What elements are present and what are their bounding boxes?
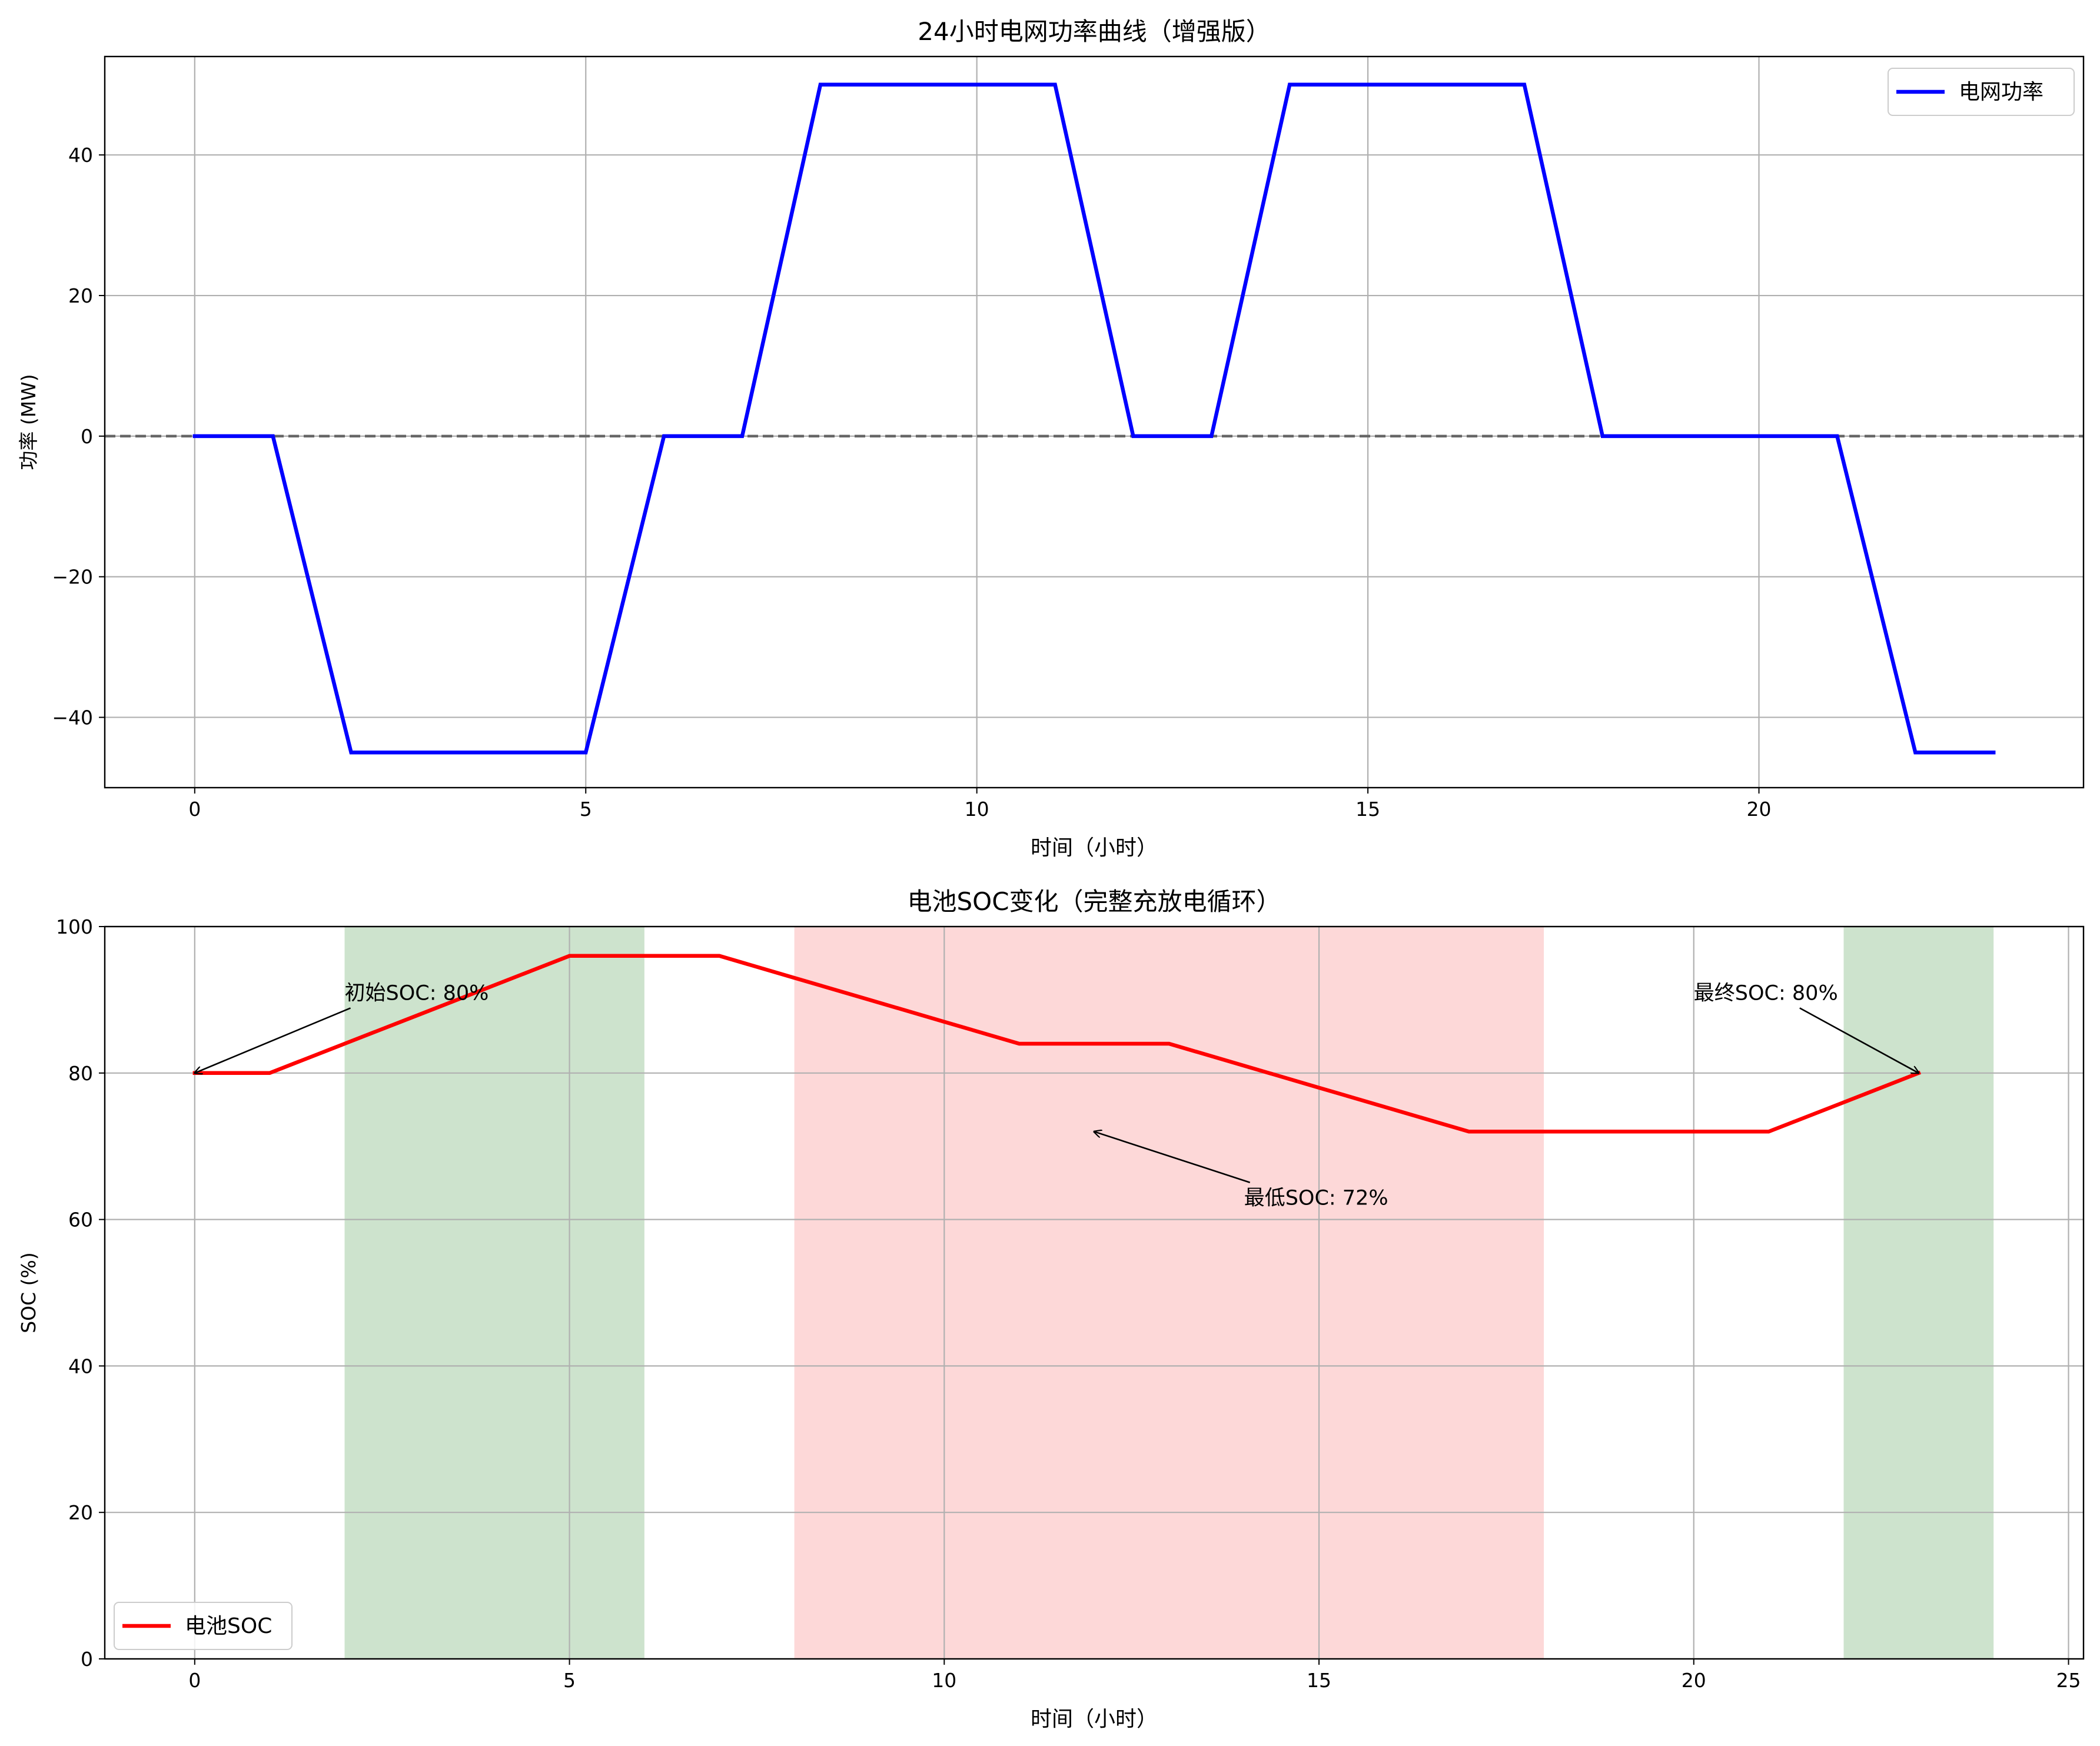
x-tick-label: 0 — [188, 1669, 201, 1692]
legend-label: 电网功率 — [1959, 80, 2043, 104]
legend-label: 电池SOC — [185, 1614, 272, 1638]
y-tick-label: 0 — [81, 425, 93, 448]
y-tick-label: 40 — [68, 1355, 93, 1377]
chart-title: 电池SOC变化（完整充放电循环） — [907, 887, 1281, 916]
x-axis-label: 时间（小时） — [1031, 836, 1158, 860]
legend-box — [114, 1602, 293, 1650]
soc-chart: 0 5 10 15 20 25 0 20 40 60 80 100 电池SOC变化（完整充放电循环） 时间… — [17, 887, 2085, 1731]
x-tick-label: 10 — [965, 798, 989, 821]
legend: 电池SOC — [114, 1602, 293, 1650]
shaded-region-1 — [794, 927, 1544, 1659]
y-tick-label: 60 — [68, 1209, 93, 1232]
y-tick-label: −20 — [52, 566, 93, 589]
annotation-arrow-1 — [1094, 1131, 1251, 1183]
series-line-0 — [192, 954, 1922, 1134]
y-tick-label: 0 — [81, 1648, 93, 1671]
legend: 电网功率 — [1888, 68, 2075, 116]
x-tick-label: 5 — [580, 798, 592, 821]
y-tick-label: −40 — [52, 706, 93, 729]
x-tick-label: 20 — [1682, 1669, 1706, 1692]
legend-box — [1888, 68, 2075, 116]
power-chart: 0 5 10 15 20 −40 −20 0 20 40 24小时电网功率曲线（增强版） 时间（小时）… — [17, 17, 2085, 860]
x-tick-label: 25 — [2056, 1669, 2081, 1692]
plot-frame — [104, 925, 2085, 1660]
x-tick-label: 15 — [1355, 798, 1380, 821]
shaded-region-2 — [1843, 927, 1994, 1659]
y-tick-label: 40 — [68, 144, 93, 167]
shaded-region-0 — [344, 927, 644, 1659]
y-tick-label: 100 — [56, 915, 93, 938]
annotation-arrow-0 — [195, 1007, 351, 1073]
y-axis-label: 功率 (MW) — [17, 374, 40, 470]
x-axis-label: 时间（小时） — [1031, 1707, 1158, 1731]
x-tick-label: 10 — [932, 1669, 956, 1692]
chart-title: 24小时电网功率曲线（增强版） — [918, 17, 1270, 46]
annotation-label: 初始SOC: 80% — [345, 981, 489, 1005]
annotation-label: 最终SOC: 80% — [1694, 981, 1838, 1005]
x-tick-label: 0 — [188, 798, 201, 821]
y-tick-label: 20 — [68, 284, 93, 307]
y-tick-label: 80 — [68, 1062, 93, 1085]
y-tick-label: 20 — [68, 1501, 93, 1524]
x-tick-label: 20 — [1747, 798, 1772, 821]
y-axis-label: SOC (%) — [17, 1252, 40, 1333]
x-tick-label: 15 — [1307, 1669, 1331, 1692]
x-tick-label: 5 — [563, 1669, 576, 1692]
annotation-arrow-2 — [1799, 1007, 1919, 1073]
plot-frame — [104, 55, 2085, 789]
series-line-0 — [192, 82, 1996, 755]
annotation-label: 最低SOC: 72% — [1244, 1187, 1388, 1210]
